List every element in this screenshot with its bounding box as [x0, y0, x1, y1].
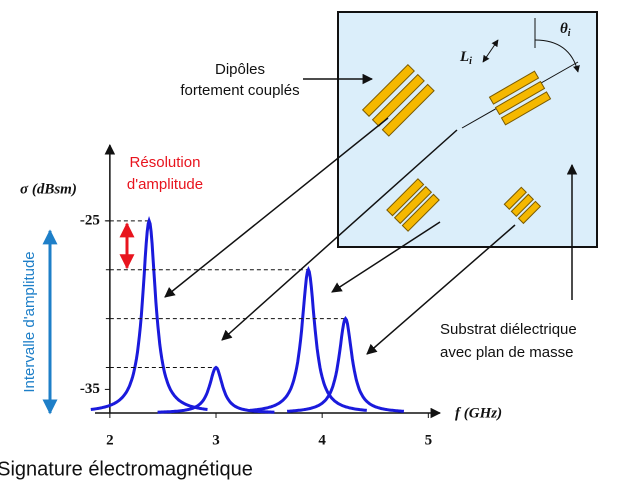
- y-axis-label: σ (dBsm): [20, 181, 77, 197]
- length-label: Li: [459, 49, 472, 67]
- dipole-group: [361, 63, 435, 137]
- peak-curve: [286, 316, 405, 413]
- arrow: [164, 117, 389, 298]
- arrow: [331, 221, 441, 293]
- dipole-group: [386, 178, 440, 232]
- length-arrow: [482, 39, 499, 63]
- substrate-label: avec plan de masse: [440, 344, 573, 361]
- x-tick-label: 4: [318, 432, 326, 448]
- resolution-label: Résolution: [130, 154, 201, 171]
- peak-curve: [157, 365, 275, 414]
- x-tick-label: 2: [106, 432, 114, 448]
- resolution-label: d'amplitude: [127, 176, 203, 193]
- peak-curve: [90, 215, 208, 411]
- signature-label: Signature électromagnétique: [0, 458, 253, 480]
- theta-label: θi: [560, 21, 571, 39]
- x-tick-label: 3: [212, 432, 220, 448]
- arrow: [221, 129, 458, 341]
- y-tick-label: -25: [80, 212, 100, 228]
- x-axis-label: f (GHz): [455, 405, 502, 421]
- dipole-group: [503, 186, 542, 225]
- substrate-label: Substrat diélectrique: [440, 321, 577, 338]
- dipoles-label: Dipôles: [215, 61, 265, 78]
- interval-label: Intervalle d'amplitude: [21, 251, 38, 392]
- dipoles-label: fortement couplés: [180, 82, 299, 99]
- dipole-group: [488, 70, 552, 126]
- peak-curve: [249, 266, 367, 412]
- substrate: [337, 11, 598, 248]
- y-tick-label: -35: [80, 381, 100, 397]
- angle-arrow: [534, 39, 580, 73]
- arrow: [366, 224, 516, 355]
- x-tick-label: 5: [425, 432, 433, 448]
